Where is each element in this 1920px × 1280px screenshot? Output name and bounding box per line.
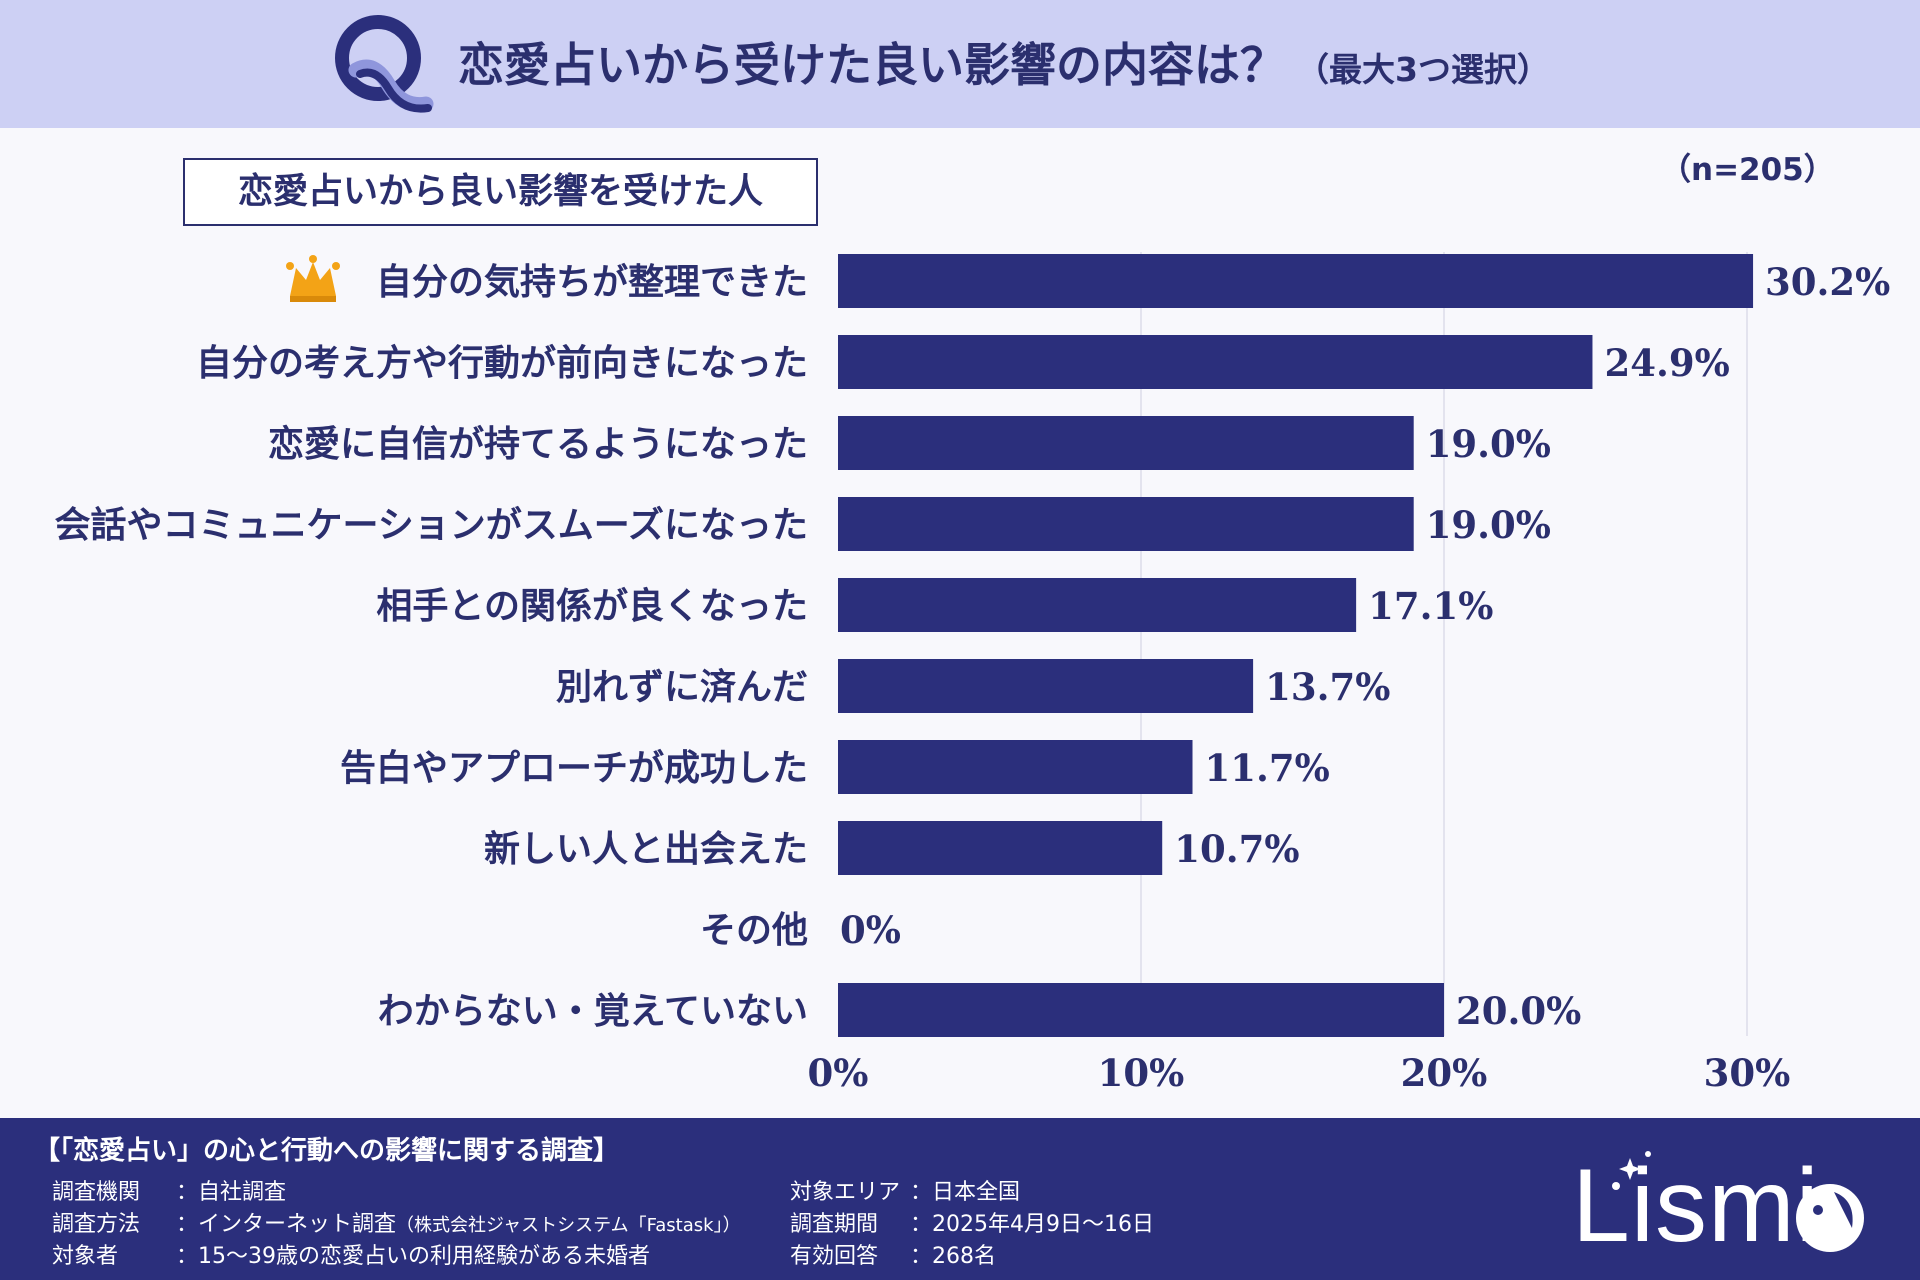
title-main: 恋愛占いから受けた良い影響の内容は？ (458, 38, 1286, 92)
info-note: （株式会社ジャストシステム「Fastask」） (396, 1215, 741, 1236)
info-key: 対象エリア (790, 1180, 901, 1205)
category-label: 告白やアプローチが成功した (340, 748, 808, 789)
bars (838, 254, 1754, 1037)
value-label: 19.0% (1426, 422, 1551, 466)
bar (838, 335, 1593, 389)
info-value: ：2025年4月9日～16日 (910, 1212, 1154, 1237)
bar (838, 497, 1414, 551)
category-label: 相手との関係が良くなった (376, 586, 808, 627)
category-labels: 自分の気持ちが整理できた自分の考え方や行動が前向きになった恋愛に自信が持てるよう… (55, 262, 808, 1032)
info-key: 調査期間 (790, 1212, 879, 1237)
category-label: 自分の考え方や行動が前向きになった (196, 343, 808, 384)
value-label: 20.0% (1456, 989, 1581, 1033)
respondent-group-label: 恋愛占いから良い影響を受けた人 (183, 158, 818, 226)
category-label: 恋愛に自信が持てるようになった (268, 423, 808, 465)
info-key: 対象者 (52, 1244, 119, 1269)
bar (838, 821, 1163, 875)
info-key: 調査方法 (52, 1212, 141, 1237)
info-row-period: 調査期間 ：2025年4月9日～16日 (790, 1206, 1154, 1238)
bar (838, 659, 1254, 713)
category-label: 自分の気持ちが整理できた (376, 262, 808, 303)
category-label: わからない・覚えていない (378, 991, 808, 1032)
x-tick-label: 0% (808, 1051, 869, 1095)
info-value: ：自社調査 (176, 1180, 287, 1205)
info-key: 調査機関 (52, 1180, 141, 1205)
title-sub: （最大3つ選択） (1296, 50, 1550, 89)
value-label: 13.7% (1265, 665, 1390, 709)
sparkle-icon (1612, 1151, 1864, 1252)
logo-wordmark: Lismi (1572, 1148, 1820, 1264)
value-label: 24.9% (1604, 341, 1729, 385)
value-label: 30.2% (1765, 260, 1890, 304)
info-value: ：日本全国 (910, 1180, 1021, 1205)
info-row-area: 対象エリア ：日本全国 (790, 1174, 1020, 1206)
info-row-responses: 有効回答 ：268名 (790, 1238, 996, 1270)
bar (838, 740, 1193, 794)
sample-size-label: （n=205） (1660, 152, 1835, 188)
value-label: 17.1% (1368, 584, 1493, 628)
value-labels: 30.2% 24.9% 19.0% 19.0% 17.1% 13.7% 11.7% 10.7%… (840, 260, 1890, 1033)
header-banner: 恋愛占いから受けた良い影響の内容は？ （最大3つ選択） (0, 0, 1920, 128)
x-tick-label: 20% (1401, 1051, 1488, 1095)
info-row-method: 調査方法 ：インターネット調査（株式会社ジャストシステム「Fastask」） (52, 1206, 741, 1238)
value-label: 11.7% (1205, 746, 1330, 790)
q-letter-icon (335, 15, 434, 113)
category-label: その他 (700, 910, 808, 951)
x-axis-ticks: 0% 10% 20% 30% (808, 1051, 1791, 1095)
info-row-target: 対象者 ：15～39歳の恋愛占いの利用経験がある未婚者 (52, 1238, 650, 1270)
value-label: 0% (840, 908, 901, 952)
lismi-logo: Lismi (1572, 1140, 1882, 1272)
category-label: 新しい人と出会えた (484, 829, 808, 870)
bar (838, 416, 1414, 470)
category-label: 会話やコミュニケーションがスムーズになった (55, 504, 808, 546)
bar-chart: 自分の気持ちが整理できた自分の考え方や行動が前向きになった恋愛に自信が持てるよう… (55, 252, 1890, 1095)
survey-title: 【「恋愛占い」の心と行動への影響に関する調査】 (34, 1136, 620, 1166)
bar (838, 983, 1444, 1037)
info-value: ：15～39歳の恋愛占いの利用経験がある未婚者 (176, 1244, 650, 1269)
info-key: 有効回答 (790, 1244, 879, 1269)
bar (838, 578, 1357, 632)
info-value: ：インターネット調査 (176, 1212, 397, 1237)
bar (838, 254, 1754, 308)
x-tick-label: 30% (1704, 1051, 1791, 1095)
category-label: 別れずに済んだ (556, 667, 808, 708)
survey-info-footer: 【「恋愛占い」の心と行動への影響に関する調査】 調査機関 ：自社調査 調査方法 ：イ… (0, 1118, 1920, 1280)
x-tick-label: 10% (1098, 1051, 1185, 1095)
value-label: 10.7% (1174, 827, 1299, 871)
crown-icon (286, 255, 340, 302)
info-row-agency: 調査機関 ：自社調査 (52, 1174, 286, 1206)
value-label: 19.0% (1426, 503, 1551, 547)
chart-title: 恋愛占いから受けた良い影響の内容は？ （最大3つ選択） (458, 30, 1550, 100)
info-value: ：268名 (910, 1244, 996, 1269)
